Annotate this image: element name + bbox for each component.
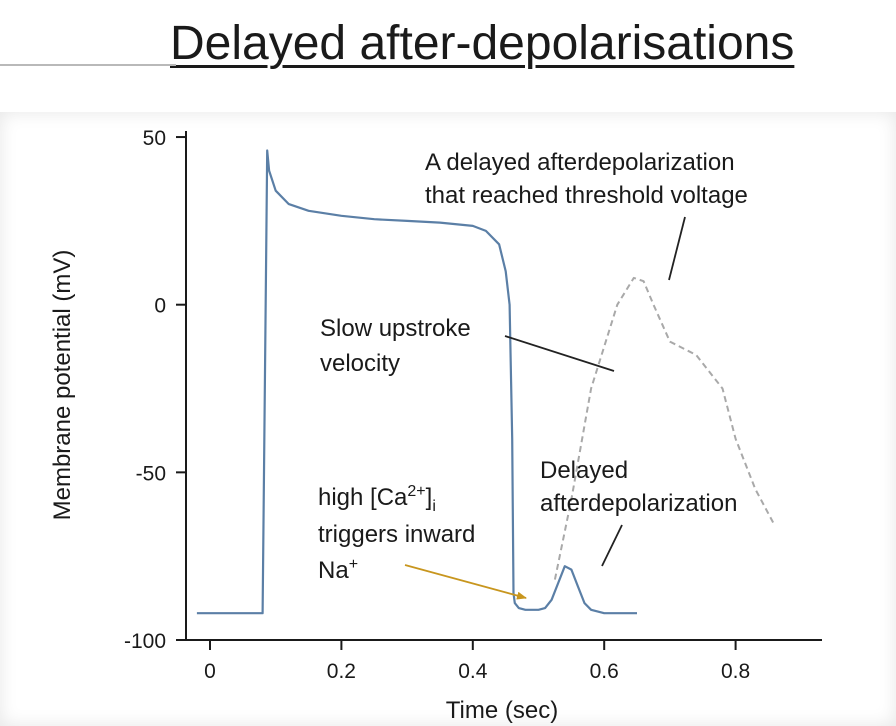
annotation-calcium-line3: Na+: [318, 556, 358, 584]
y-tick-label: 0: [154, 295, 166, 318]
figure-panel: [0, 112, 896, 726]
calcium-bracket: ]: [426, 484, 433, 511]
x-tick-label: 0: [204, 660, 216, 683]
y-tick-label: -50: [136, 462, 166, 485]
annotation-threshold-leader: [668, 216, 686, 281]
annotation-dad-line2: afterdepolarization: [540, 490, 737, 517]
annotation-dad-leader: [601, 524, 623, 567]
x-tick-label: 0.2: [327, 660, 356, 683]
annotation-dad-line1: Delayed: [540, 457, 628, 484]
calcium-subscript: i: [432, 498, 436, 515]
annotation-calcium-line1: high [Ca2+]i: [318, 483, 436, 515]
x-axis-label: Time (sec): [446, 697, 558, 724]
sodium-text: Na: [318, 557, 349, 584]
y-axis-label: Membrane potential (mV): [49, 250, 76, 521]
y-tick-label: 50: [143, 127, 166, 150]
y-ticks: 50 0 -50 -100: [124, 127, 186, 653]
annotation-upstroke-leader: [504, 335, 615, 372]
x-tick-label: 0.4: [458, 660, 488, 683]
annotation-threshold-line1: A delayed afterdepolarization: [425, 149, 735, 176]
sodium-superscript: +: [349, 556, 358, 573]
annotation-upstroke-line1: Slow upstroke: [320, 315, 471, 342]
annotation-upstroke-line2: velocity: [320, 350, 400, 377]
x-ticks: 0 0.2 0.4 0.6 0.8: [204, 640, 750, 683]
title-divider: [0, 64, 176, 66]
triggered-action-potential-trace: [553, 276, 776, 580]
calcium-text: high [Ca: [318, 484, 408, 511]
x-tick-label: 0.8: [721, 660, 750, 683]
traces: [196, 149, 776, 615]
annotation-calcium-line2: triggers inward: [318, 521, 475, 548]
y-tick-label: -100: [124, 630, 166, 653]
action-potential-trace: [196, 149, 637, 615]
calcium-arrow: [404, 564, 527, 600]
slide-title: Delayed after-depolarisations: [170, 17, 795, 70]
annotation-threshold-line2: that reached threshold voltage: [425, 182, 748, 209]
x-tick-label: 0.6: [590, 660, 619, 683]
calcium-charge-superscript: 2+: [407, 483, 425, 500]
